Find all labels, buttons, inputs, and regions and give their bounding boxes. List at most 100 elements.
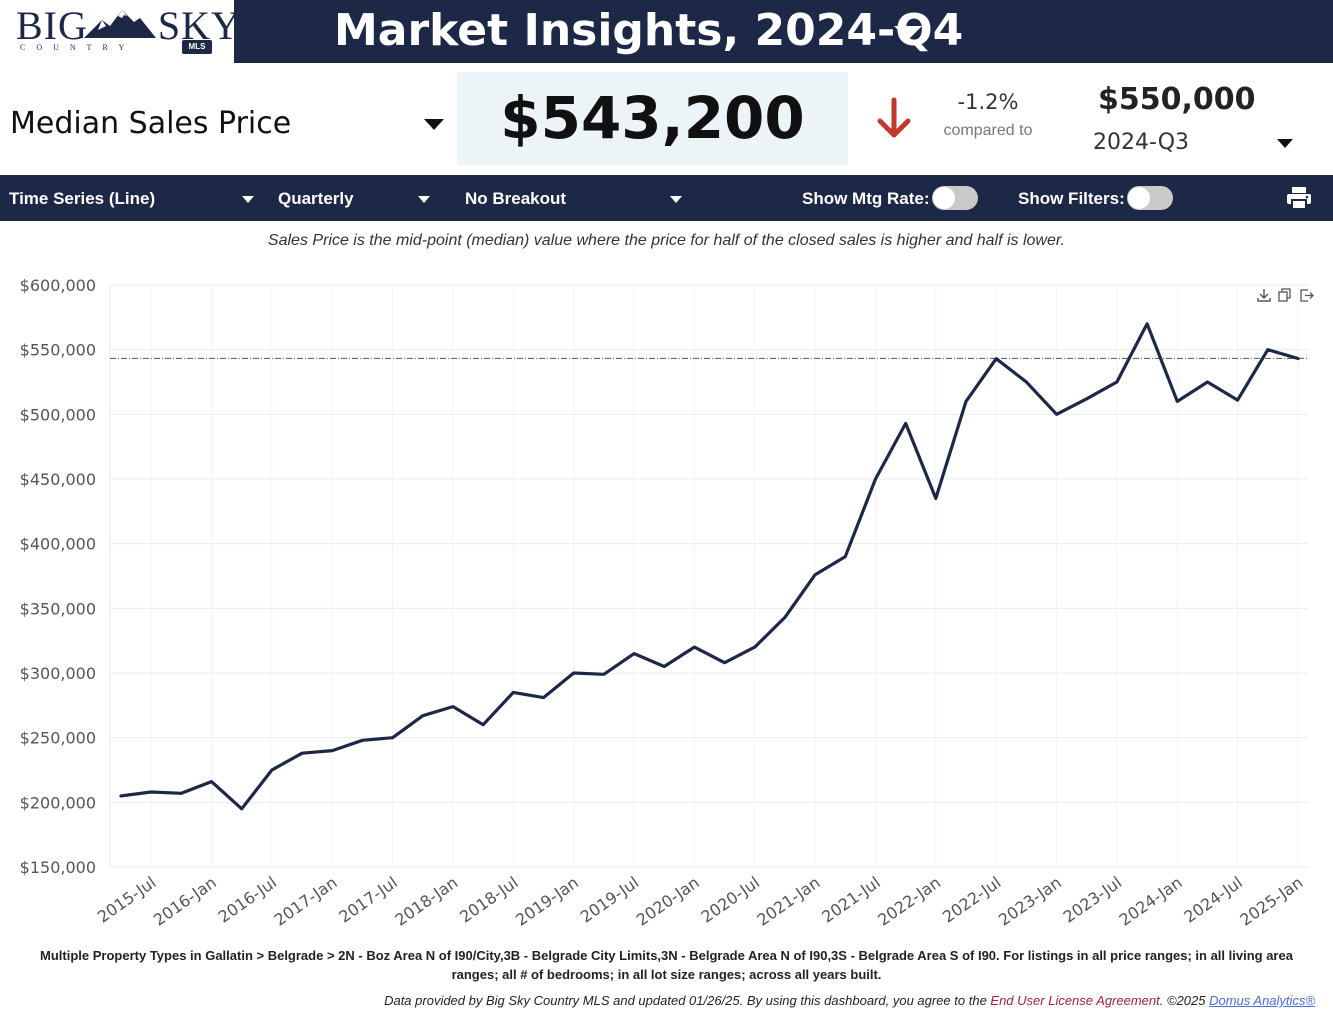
data-point[interactable]	[839, 551, 851, 563]
x-tick-label: 2018-Jul	[456, 873, 522, 927]
data-point[interactable]	[296, 747, 308, 759]
data-point[interactable]	[447, 701, 459, 713]
data-points	[115, 318, 1304, 815]
x-tick-label: 2019-Jul	[577, 873, 643, 927]
mountain-icon	[84, 10, 156, 38]
interval-select[interactable]: Quarterly	[278, 189, 354, 208]
data-point[interactable]	[326, 745, 338, 757]
data-point[interactable]	[658, 661, 670, 673]
data-point[interactable]	[749, 641, 761, 653]
data-point[interactable]	[990, 353, 1002, 365]
x-tick-label: 2024-Jul	[1180, 873, 1246, 927]
y-tick-label: $550,000	[20, 341, 96, 360]
domus-link[interactable]: Domus Analytics®	[1209, 993, 1315, 1008]
logo: BIG SKY COUNTRY MLS	[0, 0, 240, 63]
chevron-down-icon[interactable]	[418, 196, 430, 203]
x-tick-label: 2022-Jul	[939, 873, 1005, 927]
toggle-knob	[933, 187, 955, 209]
y-tick-label: $250,000	[20, 729, 96, 748]
data-point[interactable]	[900, 417, 912, 429]
chevron-down-icon[interactable]	[1277, 139, 1293, 148]
credits: Data provided by Big Sky Country MLS and…	[384, 993, 1315, 1008]
data-point[interactable]	[1020, 376, 1032, 388]
x-tick-label: 2015-Jul	[94, 873, 160, 927]
metric-value-box	[457, 72, 848, 165]
eula-link[interactable]: End User License Agreement	[990, 993, 1160, 1008]
y-tick-label: $450,000	[20, 470, 96, 489]
data-point[interactable]	[417, 710, 429, 722]
title-bar: Market Insights, 2024-Q4	[234, 0, 1333, 63]
data-point[interactable]	[115, 790, 127, 802]
data-point[interactable]	[175, 787, 187, 799]
compare-period-select[interactable]: 2024-Q3	[1093, 130, 1190, 155]
data-point[interactable]	[1051, 408, 1063, 420]
data-point[interactable]	[598, 668, 610, 680]
data-point[interactable]	[1171, 395, 1183, 407]
page-title[interactable]: Market Insights, 2024-Q4	[334, 5, 964, 56]
x-tick-label: 2021-Jan	[754, 873, 824, 930]
y-tick-label: $500,000	[20, 405, 96, 424]
y-tick-label: $150,000	[20, 858, 96, 877]
data-point[interactable]	[1141, 318, 1153, 330]
data-point[interactable]	[568, 667, 580, 679]
data-point[interactable]	[477, 719, 489, 731]
data-point[interactable]	[1111, 376, 1123, 388]
y-tick-label: $400,000	[20, 535, 96, 554]
arrow-down-icon	[877, 97, 911, 138]
x-tick-label: 2021-Jul	[818, 873, 884, 927]
data-point[interactable]	[688, 641, 700, 653]
data-point[interactable]	[719, 657, 731, 669]
data-point[interactable]	[1262, 344, 1274, 356]
data-point[interactable]	[387, 732, 399, 744]
copy-icon[interactable]	[1278, 288, 1291, 302]
x-tick-label: 2017-Jul	[335, 873, 401, 927]
data-point[interactable]	[538, 692, 550, 704]
data-point[interactable]	[356, 734, 368, 746]
metric-description: Sales Price is the mid-point (median) va…	[267, 232, 1066, 249]
chevron-down-icon[interactable]	[894, 26, 922, 40]
printer-icon[interactable]	[1286, 186, 1312, 210]
x-tick-label: 2020-Jul	[698, 873, 764, 927]
data-point[interactable]	[960, 395, 972, 407]
x-tick-label: 2019-Jan	[512, 873, 582, 930]
show-mtg-rate-label: Show Mtg Rate:	[802, 189, 930, 208]
filters-toggle[interactable]	[1127, 186, 1173, 210]
data-point[interactable]	[930, 492, 942, 504]
data-point[interactable]	[507, 686, 519, 698]
x-tick-label: 2022-Jan	[874, 873, 944, 930]
x-tick-label: 2020-Jan	[633, 873, 703, 930]
export-icon[interactable]	[1300, 289, 1314, 302]
compare-value: $550,000	[1098, 82, 1256, 117]
chevron-down-icon[interactable]	[242, 196, 254, 203]
x-tick-label: 2018-Jan	[391, 873, 461, 930]
data-point[interactable]	[266, 764, 278, 776]
data-point[interactable]	[1292, 352, 1304, 364]
chevron-down-icon[interactable]	[424, 119, 444, 130]
credits-copyright: . ©2025	[1159, 993, 1210, 1008]
chart-type-select[interactable]: Time Series (Line)	[9, 189, 156, 208]
logo-big-text: BIG	[16, 3, 88, 48]
data-point[interactable]	[1232, 394, 1244, 406]
metric-select[interactable]: Median Sales Price	[10, 106, 292, 141]
change-percent: -1.2%	[957, 90, 1019, 114]
mtg-rate-toggle[interactable]	[932, 186, 978, 210]
logo-mls-badge: MLS	[182, 40, 212, 54]
gridlines	[109, 284, 1308, 868]
metric-value: $543,200	[500, 84, 805, 152]
data-point[interactable]	[1081, 393, 1093, 405]
data-point[interactable]	[869, 473, 881, 485]
data-point[interactable]	[145, 786, 157, 798]
data-point[interactable]	[1201, 376, 1213, 388]
breakout-select[interactable]: No Breakout	[465, 189, 567, 208]
data-point[interactable]	[236, 803, 248, 815]
x-axis-labels: 2015-Jul2016-Jan2016-Jul2017-Jan2017-Jul…	[94, 873, 1306, 930]
data-point[interactable]	[809, 569, 821, 581]
download-icon[interactable]	[1257, 289, 1271, 302]
x-tick-label: 2016-Jan	[150, 873, 220, 930]
data-point[interactable]	[779, 611, 791, 623]
toolbar: Time Series (Line) Quarterly No Breakout…	[0, 175, 1333, 221]
data-point[interactable]	[206, 776, 218, 788]
header: BIG SKY COUNTRY MLS Market Insights, 2024…	[0, 0, 1333, 63]
data-point[interactable]	[628, 648, 640, 660]
chevron-down-icon[interactable]	[670, 196, 682, 203]
